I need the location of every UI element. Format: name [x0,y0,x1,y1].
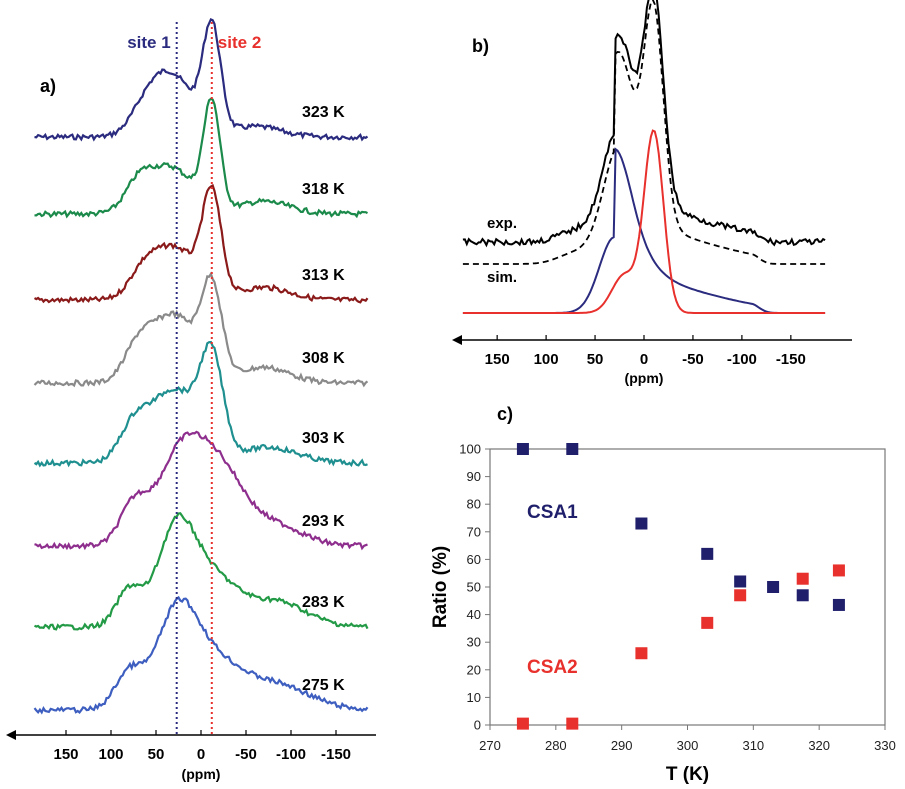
panel-b-exp-label: exp. [487,215,517,232]
panel-c-y-tick-label: 90 [467,469,481,484]
panel-a-label: a) [40,76,56,96]
panel-c-y-tick-label: 100 [459,442,481,457]
panel-a-x-tick-label: 150 [53,746,78,763]
spectrum-label: 283 K [302,594,345,611]
spectrum-label: 323 K [302,104,345,121]
panel-a-x-tick-label: -100 [276,746,306,763]
spectrum-label: 275 K [302,677,345,694]
panel-b-x-tick-label: -50 [682,351,704,368]
panel-c-y-tick-label: 80 [467,497,481,512]
data-point-csa2 [832,564,845,577]
data-point-csa2 [796,572,809,585]
panel-b-x-tick-label: -100 [727,351,757,368]
data-point-csa2 [701,616,714,629]
panel-b-x-label: (ppm) [625,370,664,386]
panel-c-x-tick-label: 270 [479,738,501,753]
panel-c-csa2-label: CSA2 [527,657,578,678]
panel-c-label: c) [497,404,513,424]
panel-b-x-tick-label: -150 [776,351,806,368]
spectrum-283-K [34,512,369,631]
panel-a-x-tick-label: 100 [98,746,123,763]
panel-c-x-tick-label: 290 [611,738,633,753]
panel-b-sim-label: sim. [487,269,517,286]
spectrum-323-K [34,17,369,142]
panel-b-x-tick-label: 150 [485,351,510,368]
spectrum-label: 318 K [302,181,345,198]
spectrum-308-K [33,271,369,388]
data-point-csa1 [635,517,648,530]
panel-b-label: b) [472,36,489,56]
data-point-csa2 [566,717,579,730]
panel-a-x-tick-label: -150 [321,746,351,763]
guide-label-2: site 2 [218,33,261,52]
panel-a-axis-arrow [6,730,16,740]
data-point-csa1 [734,575,747,588]
spectrum-313-K [33,183,369,304]
data-point-csa1 [516,443,529,455]
data-point-csa1 [701,547,714,560]
panel-a-x-tick-label: -50 [235,746,257,763]
panel-c-y-label: Ratio (%) [430,546,451,628]
guide-label-1: site 1 [127,33,170,52]
panel-b-sim-curve [462,0,826,265]
panel-c-y-tick-label: 50 [467,580,481,595]
data-point-csa2 [516,717,529,730]
data-point-csa1 [566,443,579,455]
spectrum-label: 303 K [302,430,345,447]
panel-c-plot-frame [489,448,886,726]
panel-b-x-tick-label: 50 [587,351,604,368]
spectrum-275-K [33,595,369,715]
spectrum-label: 313 K [302,267,345,284]
panel-c-y-tick-label: 40 [467,607,481,622]
spectrum-label: 308 K [302,350,345,367]
panel-c-x-tick-label: 280 [545,738,567,753]
panel-c-y-tick-label: 0 [474,718,481,733]
panel-a-x-label: (ppm) [182,766,221,782]
panel-b-x-tick-label: 100 [534,351,559,368]
data-point-csa1 [832,598,845,611]
data-point-csa1 [767,581,780,593]
data-point-csa1 [796,589,809,602]
panel-c-y-tick-label: 10 [467,690,481,705]
spectrum-303-K [33,340,368,468]
panel-c-y-tick-label: 30 [467,635,481,650]
panel-c-y-tick-label: 70 [467,524,481,539]
data-point-csa2 [734,589,747,602]
spectrum-label: 293 K [302,513,345,530]
panel-b-x-tick-label: 0 [640,351,648,368]
panel-a-x-tick-label: 50 [148,746,165,763]
panel-c-y-tick-label: 20 [467,662,481,677]
panel-b-axis-arrow [452,335,462,345]
panel-b-exp-curve [462,0,826,248]
panel-c-x-tick-label: 330 [874,738,896,753]
panel-b-site1-curve [462,147,826,314]
data-point-csa2 [635,647,648,660]
panel-b-site2-curve [462,129,826,314]
panel-c-x-label: T (K) [666,764,709,785]
panel-c-x-tick-label: 320 [808,738,830,753]
panel-c-csa1-label: CSA1 [527,502,578,523]
spectrum-318-K [34,97,368,219]
panel-a-x-tick-label: 0 [197,746,205,763]
panel-c-y-tick-label: 60 [467,552,481,567]
panel-c-x-tick-label: 300 [677,738,699,753]
spectrum-293-K [34,430,368,551]
panel-c-x-tick-label: 310 [742,738,764,753]
